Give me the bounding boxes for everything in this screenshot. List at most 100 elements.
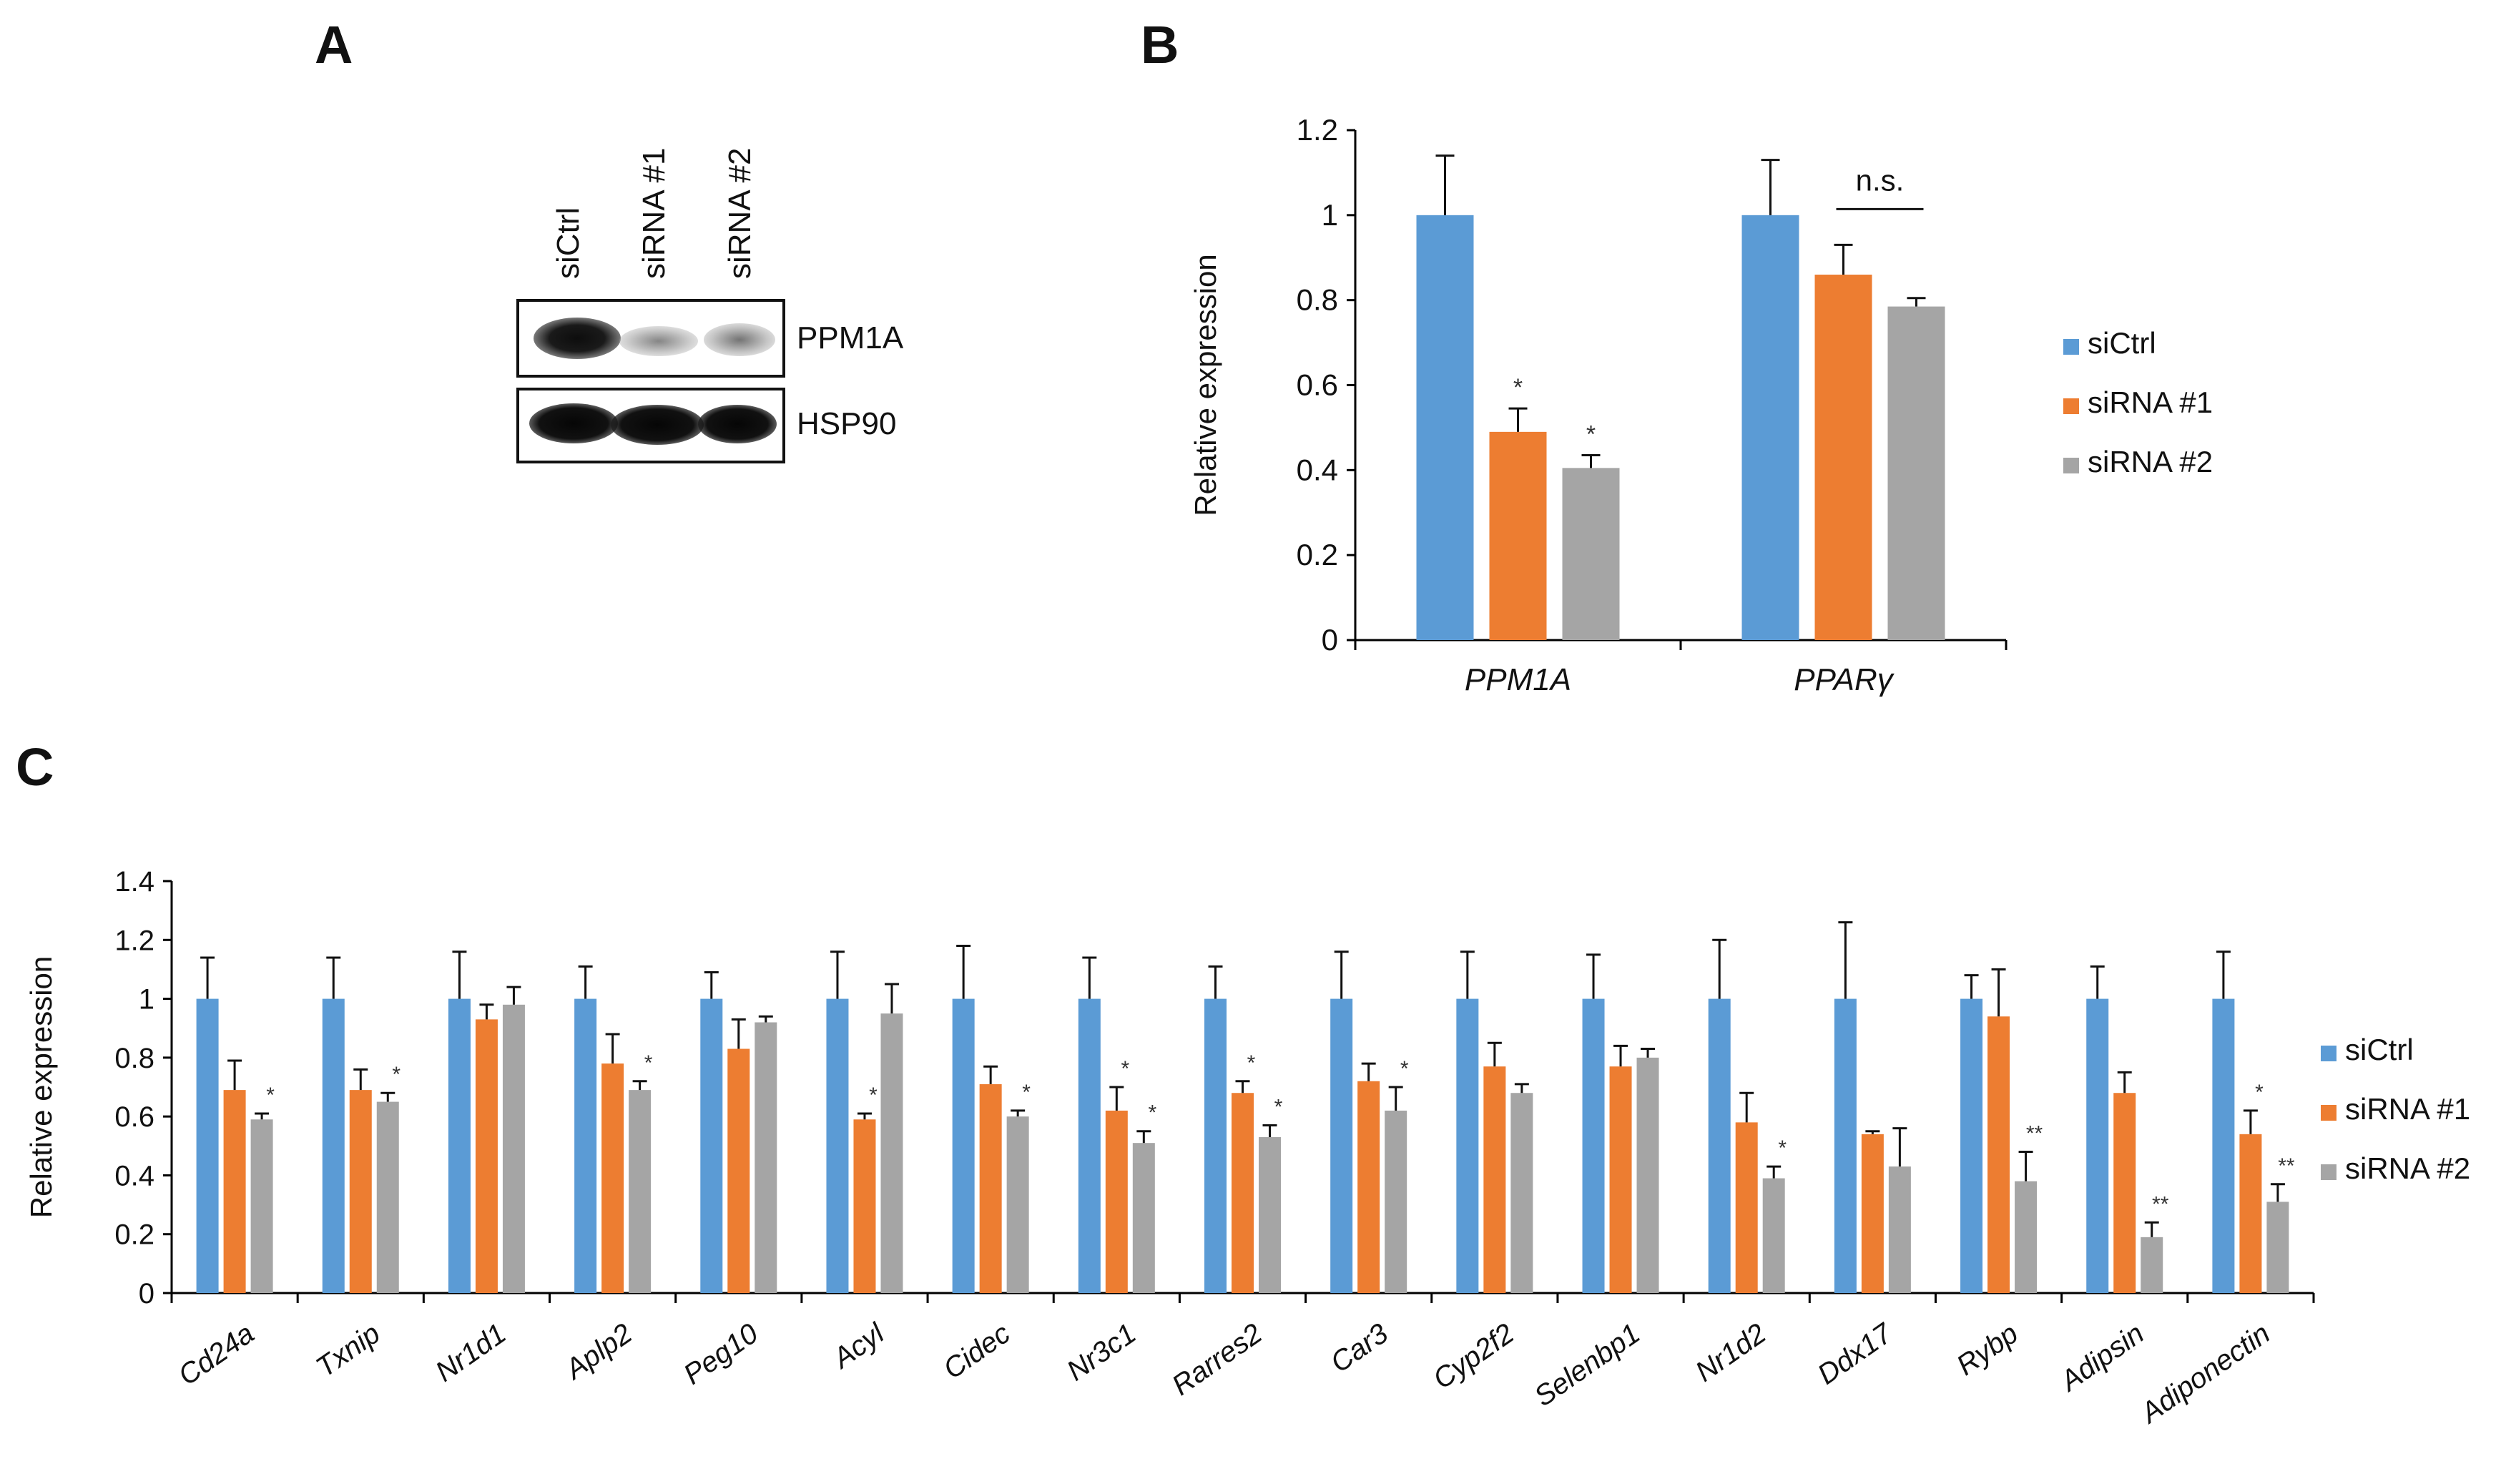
category-label-txnip: Txnip	[310, 1317, 385, 1383]
bar-sirna-1-ppm1a	[1489, 431, 1547, 640]
bar-sictrl-adipsin	[2086, 998, 2109, 1293]
category-label-acyl: Acyl	[826, 1317, 890, 1375]
y-tick-label: 0.4	[114, 1160, 154, 1191]
bar-sirna-2-nr3c1	[1132, 1143, 1155, 1293]
bar-sirna-1-rybp	[1987, 1016, 2010, 1293]
category-label-ppar: PPARγ	[1794, 662, 1895, 697]
significance-marker: *	[1778, 1136, 1787, 1160]
bar-sirna-2-aplp2	[629, 1090, 652, 1293]
bar-sictrl-ppar	[1741, 215, 1799, 640]
bar-sirna-2-cyp2f2	[1510, 1093, 1533, 1293]
significance-marker: *	[644, 1051, 653, 1075]
significance-marker: *	[1022, 1081, 1031, 1104]
significance-marker: *	[2255, 1081, 2264, 1104]
significance-marker: *	[1247, 1051, 1256, 1075]
bar-sictrl-txnip	[322, 998, 345, 1293]
category-label-cidec: Cidec	[938, 1317, 1016, 1385]
significance-marker: **	[2152, 1192, 2169, 1216]
bar-sictrl-selenbp1	[1582, 998, 1605, 1293]
legend-swatch-sictrl	[2321, 1046, 2336, 1061]
bar-sirna-2-adipsin	[2141, 1237, 2163, 1293]
bar-sirna-2-rybp	[2015, 1181, 2038, 1293]
significance-marker: *	[1148, 1101, 1156, 1125]
panel-b-label: B	[1141, 15, 1179, 74]
bar-sirna-2-cd24a	[250, 1119, 273, 1293]
category-label-adiponectin: Adiponectin	[2134, 1317, 2276, 1430]
bar-sictrl-car3	[1330, 998, 1353, 1293]
bar-sirna-2-txnip	[376, 1101, 399, 1293]
y-tick-label: 1.2	[1297, 113, 1338, 147]
band-hsp90-sirna1	[611, 405, 704, 445]
legend-swatch-sictrl	[2063, 339, 2079, 355]
lane-label-sirna1: siRNA #1	[637, 147, 672, 279]
category-label-cd24a: Cd24a	[173, 1317, 260, 1392]
y-tick-label: 0.2	[114, 1219, 154, 1251]
bar-sictrl-acyl	[826, 998, 849, 1293]
lane-label-sictrl: siCtrl	[551, 207, 586, 279]
legend-label-sirna-2: siRNA #2	[2088, 445, 2213, 478]
bar-sirna-1-rarres2	[1232, 1093, 1254, 1293]
blot-label-ppm1a: PPM1A	[797, 320, 904, 355]
significance-marker: *	[1274, 1095, 1283, 1119]
bar-sirna-1-ppar	[1814, 275, 1872, 640]
y-tick-label: 1.2	[114, 925, 154, 956]
bar-sictrl-rarres2	[1204, 998, 1227, 1293]
bar-sictrl-peg10	[700, 998, 723, 1293]
significance-marker: *	[266, 1083, 275, 1107]
band-hsp90-sirna2	[698, 405, 777, 443]
panel-c-label: C	[16, 737, 54, 797]
category-label-rarres2: Rarres2	[1166, 1317, 1268, 1402]
bar-sirna-1-txnip	[349, 1090, 372, 1293]
significance-marker: *	[1400, 1057, 1409, 1081]
legend-label-sirna-1: siRNA #1	[2345, 1092, 2470, 1126]
category-label-ppm1a: PPM1A	[1465, 662, 1571, 697]
y-axis-label: Relative expression	[24, 956, 58, 1219]
legend-label-sictrl: siCtrl	[2088, 326, 2156, 360]
legend-label-sirna-1: siRNA #1	[2088, 385, 2213, 419]
band-ppm1a-sictrl	[534, 318, 621, 359]
bar-sirna-1-nr3c1	[1105, 1110, 1128, 1293]
bar-sirna-1-selenbp1	[1609, 1066, 1632, 1293]
bar-sictrl-cd24a	[196, 998, 219, 1293]
significance-marker: **	[2278, 1154, 2295, 1178]
bar-sictrl-cidec	[952, 998, 975, 1293]
bar-sirna-2-cidec	[1006, 1116, 1029, 1293]
category-label-aplp2: Aplp2	[559, 1317, 638, 1386]
bar-sirna-2-ddx17	[1888, 1166, 1911, 1293]
chart-b: 0 0.2 0.4 0.6 0.8 1 1.2 Relative expression * * PP…	[1189, 113, 2213, 697]
bar-sirna-1-peg10	[727, 1048, 750, 1293]
category-label-peg10: Peg10	[678, 1317, 764, 1390]
significance-marker: *	[869, 1083, 878, 1107]
bar-sirna-2-nr1d2	[1762, 1178, 1785, 1293]
bar-sirna-2-acyl	[880, 1013, 903, 1293]
legend-swatch-sirna-2	[2321, 1164, 2336, 1180]
bar-sirna-1-cyp2f2	[1483, 1066, 1506, 1293]
y-tick-label: 1	[1322, 198, 1338, 232]
y-tick-label: 0.4	[1297, 453, 1338, 486]
bar-sictrl-nr1d1	[448, 998, 471, 1293]
bar-sirna-1-nr1d1	[475, 1019, 498, 1293]
band-hsp90-sictrl	[529, 403, 618, 443]
bar-sirna-1-ddx17	[1861, 1134, 1884, 1293]
y-tick-label: 0.8	[1297, 283, 1338, 317]
lane-label-sirna2: siRNA #2	[722, 147, 757, 279]
category-label-nr1d2: Nr1d2	[1690, 1317, 1772, 1388]
bar-sirna-2-nr1d1	[502, 1004, 525, 1293]
band-ppm1a-sirna2	[704, 323, 775, 356]
band-ppm1a-sirna1	[619, 326, 698, 356]
bar-sirna-1-cidec	[979, 1083, 1002, 1293]
y-tick-label: 0.6	[114, 1101, 154, 1133]
bar-sictrl-adiponectin	[2212, 998, 2235, 1293]
bar-sirna-1-adiponectin	[2239, 1134, 2262, 1293]
bar-sirna-2-rarres2	[1259, 1136, 1281, 1293]
panel-a-label: A	[315, 15, 353, 74]
category-label-rybp: Rybp	[1951, 1317, 2024, 1382]
significance-marker: *	[392, 1063, 401, 1086]
category-label-cyp2f2: Cyp2f2	[1428, 1317, 1520, 1395]
significance-marker: *	[1513, 374, 1523, 401]
bar-sictrl-ddx17	[1834, 998, 1857, 1293]
category-label-ddx17: Ddx17	[1812, 1317, 1899, 1390]
bar-sirna-1-acyl	[853, 1119, 876, 1293]
chart-c: 0 0.2 0.4 0.6 0.8 1 1.2 1.4 Relative expression *…	[24, 866, 2470, 1430]
bar-sirna-1-cd24a	[223, 1090, 246, 1293]
